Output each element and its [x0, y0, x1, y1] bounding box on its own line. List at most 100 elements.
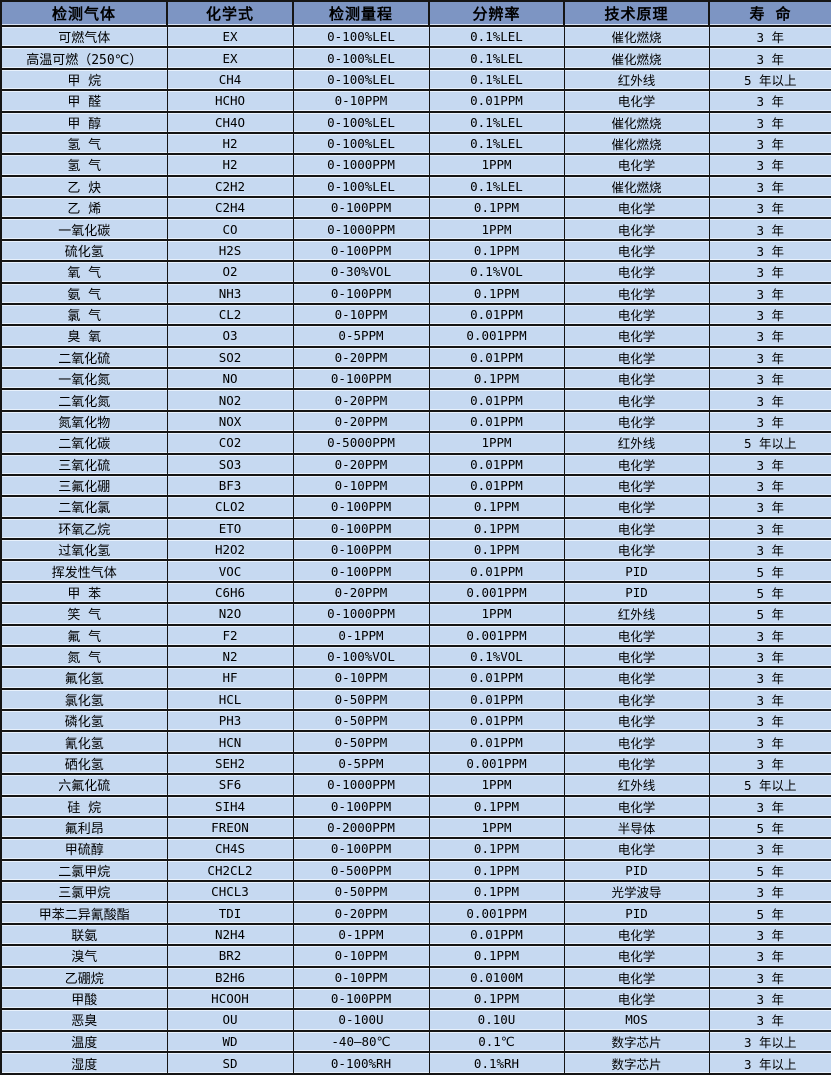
- cell-range: 0-100%RH: [292, 1051, 430, 1075]
- cell-formula: WD: [166, 1029, 294, 1054]
- table-row: 氟 气 F2 0-1PPM 0.001PPM 电化学 3 年: [0, 623, 831, 647]
- cell-lifespan: 3 年: [708, 879, 831, 904]
- table-row: 氧 气 O2 0-30%VOL 0.1%VOL 电化学 3 年: [0, 260, 831, 284]
- cell-resolution: 0.1%LEL: [428, 67, 565, 92]
- cell-resolution: 1PPM: [428, 217, 565, 241]
- cell-gas-name: 氰化氢: [0, 730, 168, 754]
- table-row: 氟利昂 FREON 0-2000PPM 1PPM 半导体 5 年: [0, 815, 831, 840]
- cell-lifespan: 3 年: [708, 1008, 831, 1032]
- cell-principle: 催化燃烧: [563, 24, 710, 49]
- cell-gas-name: 温度: [0, 1029, 168, 1054]
- cell-resolution: 0.01PPM: [428, 302, 565, 327]
- table-row: 甲 醛 HCHO 0-10PPM 0.01PPM 电化学 3 年: [0, 89, 831, 113]
- table-row: 乙 烯 C2H4 0-100PPM 0.1PPM 电化学 3 年: [0, 195, 831, 220]
- table-row: 甲硫醇 CH4S 0-100PPM 0.1PPM 电化学 3 年: [0, 837, 831, 861]
- table-row: 三氟化硼 BF3 0-10PPM 0.01PPM 电化学 3 年: [0, 473, 831, 498]
- cell-range: 0-20PPM: [292, 409, 430, 434]
- cell-lifespan: 3 年: [708, 537, 831, 562]
- cell-formula: C2H2: [166, 174, 294, 199]
- cell-lifespan: 5 年: [708, 815, 831, 840]
- cell-principle: 红外线: [563, 773, 710, 797]
- cell-resolution: 0.1%LEL: [428, 46, 565, 70]
- cell-lifespan: 3 年以上: [708, 1029, 831, 1054]
- cell-formula: NO2: [166, 388, 294, 412]
- cell-lifespan: 3 年: [708, 131, 831, 156]
- cell-formula: SO3: [166, 452, 294, 476]
- cell-gas-name: 二氧化氮: [0, 388, 168, 412]
- cell-lifespan: 5 年: [708, 559, 831, 583]
- cell-principle: 电化学: [563, 388, 710, 412]
- cell-resolution: 0.001PPM: [428, 580, 565, 605]
- cell-principle: 电化学: [563, 944, 710, 968]
- cell-gas-name: 氨 气: [0, 281, 168, 305]
- cell-resolution: 1PPM: [428, 602, 565, 626]
- table-row: 硅 烷 SIH4 0-100PPM 0.1PPM 电化学 3 年: [0, 794, 831, 818]
- cell-principle: 电化学: [563, 730, 710, 754]
- cell-resolution: 0.10U: [428, 1008, 565, 1032]
- cell-resolution: 0.1PPM: [428, 837, 565, 861]
- table-row: 温度 WD -40—80℃ 0.1℃ 数字芯片 3 年以上: [0, 1029, 831, 1054]
- cell-formula: EX: [166, 24, 294, 49]
- cell-principle: 电化学: [563, 302, 710, 327]
- cell-gas-name: 乙 烯: [0, 195, 168, 220]
- cell-lifespan: 3 年: [708, 195, 831, 220]
- cell-range: 0-500PPM: [292, 858, 430, 883]
- cell-gas-name: 过氧化氢: [0, 537, 168, 562]
- cell-resolution: 0.1PPM: [428, 879, 565, 904]
- cell-formula: TDI: [166, 901, 294, 925]
- cell-formula: N2H4: [166, 922, 294, 947]
- cell-principle: 催化燃烧: [563, 174, 710, 199]
- cell-range: 0-50PPM: [292, 730, 430, 754]
- table-row: 溴气 BR2 0-10PPM 0.1PPM 电化学 3 年: [0, 944, 831, 968]
- cell-formula: NOX: [166, 409, 294, 434]
- cell-principle: 催化燃烧: [563, 110, 710, 134]
- table-row: 恶臭 OU 0-100U 0.10U MOS 3 年: [0, 1008, 831, 1032]
- cell-gas-name: 硫化氢: [0, 238, 168, 263]
- cell-resolution: 0.1%VOL: [428, 260, 565, 284]
- cell-gas-name: 溴气: [0, 944, 168, 968]
- cell-gas-name: 甲 烷: [0, 67, 168, 92]
- cell-lifespan: 3 年: [708, 452, 831, 476]
- cell-formula: SF6: [166, 773, 294, 797]
- cell-lifespan: 3 年: [708, 260, 831, 284]
- table-row: 氮氧化物 NOX 0-20PPM 0.01PPM 电化学 3 年: [0, 409, 831, 434]
- cell-gas-name: 二氧化碳: [0, 431, 168, 455]
- cell-lifespan: 3 年: [708, 944, 831, 968]
- cell-principle: 半导体: [563, 815, 710, 840]
- table-row: 氢 气 H2 0-100%LEL 0.1%LEL 催化燃烧 3 年: [0, 131, 831, 156]
- table-row: 二氯甲烷 CH2CL2 0-500PPM 0.1PPM PID 5 年: [0, 858, 831, 883]
- cell-formula: VOC: [166, 559, 294, 583]
- cell-formula: HCHO: [166, 89, 294, 113]
- cell-lifespan: 3 年: [708, 217, 831, 241]
- cell-range: 0-20PPM: [292, 345, 430, 370]
- cell-formula: HCOOH: [166, 986, 294, 1011]
- cell-resolution: 0.01PPM: [428, 922, 565, 947]
- cell-gas-name: 可燃气体: [0, 24, 168, 49]
- cell-formula: CH4: [166, 67, 294, 92]
- cell-principle: 电化学: [563, 644, 710, 669]
- cell-resolution: 0.1℃: [428, 1029, 565, 1054]
- cell-lifespan: 3 年: [708, 409, 831, 434]
- table-body: 可燃气体 EX 0-100%LEL 0.1%LEL 催化燃烧 3 年高温可燃（250℃） E…: [0, 24, 831, 1075]
- table-row: 甲酸 HCOOH 0-100PPM 0.1PPM 电化学 3 年: [0, 986, 831, 1011]
- cell-resolution: 0.01PPM: [428, 409, 565, 434]
- cell-resolution: 0.1%LEL: [428, 24, 565, 49]
- cell-lifespan: 3 年: [708, 708, 831, 733]
- cell-resolution: 1PPM: [428, 815, 565, 840]
- cell-formula: F2: [166, 623, 294, 647]
- header-cell-gas-name: 检测气体: [0, 0, 168, 27]
- cell-range: 0-100PPM: [292, 366, 430, 391]
- cell-gas-name: 氟利昂: [0, 815, 168, 840]
- cell-range: 0-5PPM: [292, 751, 430, 776]
- cell-lifespan: 3 年: [708, 174, 831, 199]
- table-row: 氢 气 H2 0-1000PPM 1PPM 电化学 3 年: [0, 153, 831, 177]
- cell-range: 0-100PPM: [292, 516, 430, 541]
- table-row: 乙 炔 C2H2 0-100%LEL 0.1%LEL 催化燃烧 3 年: [0, 174, 831, 199]
- cell-formula: CH2CL2: [166, 858, 294, 883]
- cell-gas-name: 臭 氧: [0, 324, 168, 348]
- cell-formula: CL2: [166, 302, 294, 327]
- cell-lifespan: 3 年: [708, 345, 831, 370]
- cell-gas-name: 恶臭: [0, 1008, 168, 1032]
- cell-lifespan: 3 年: [708, 623, 831, 647]
- cell-range: 0-100%LEL: [292, 67, 430, 92]
